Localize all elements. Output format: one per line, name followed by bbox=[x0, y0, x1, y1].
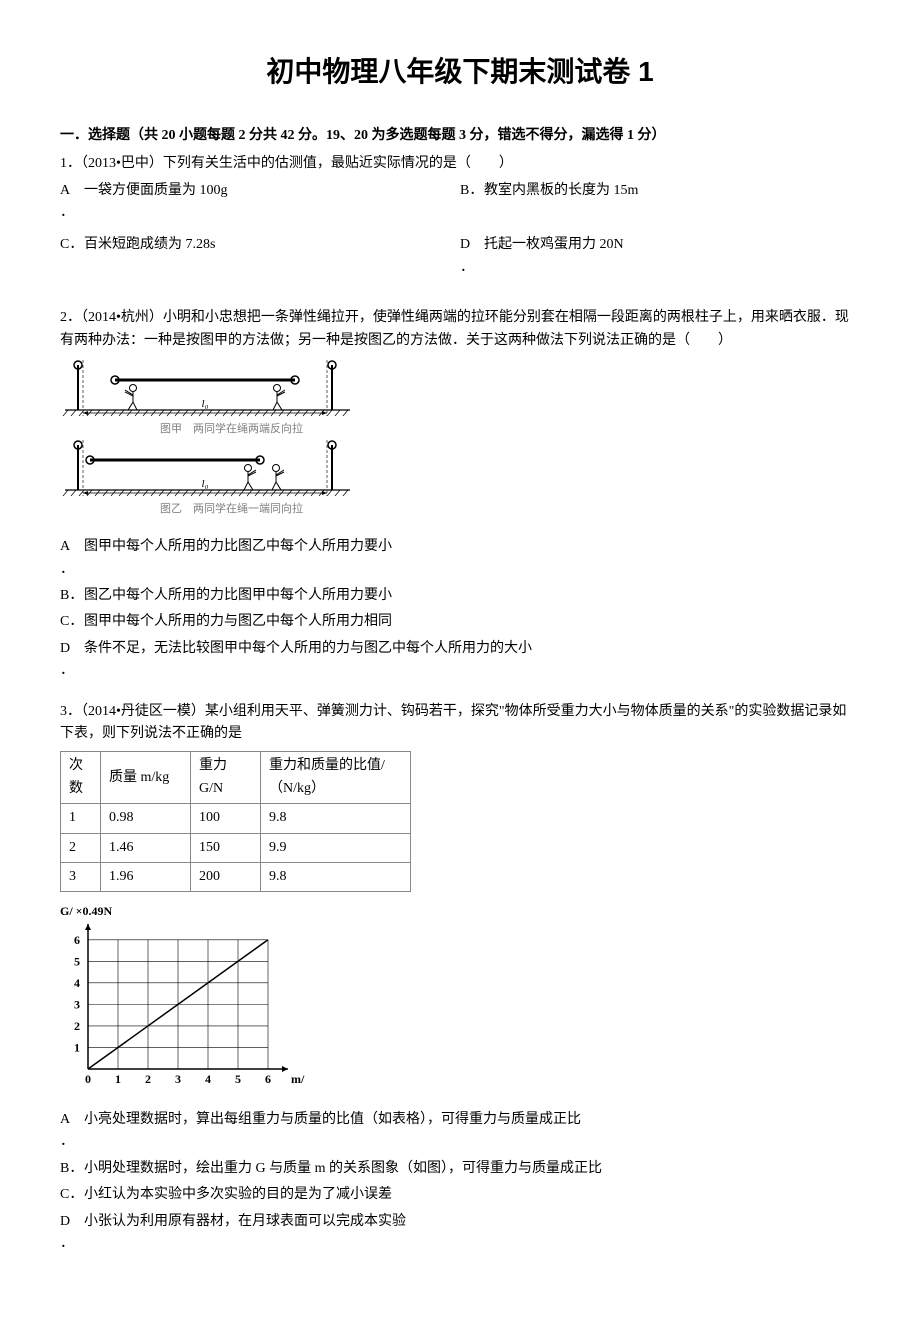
opt-label: B． bbox=[460, 180, 484, 225]
q1-opt-b: B． 教室内黑板的长度为 15m bbox=[460, 180, 860, 225]
opt-label: D ． bbox=[60, 638, 84, 683]
opt-text: 教室内黑板的长度为 15m bbox=[484, 180, 638, 225]
opt-label: B． bbox=[60, 585, 84, 607]
svg-text:5: 5 bbox=[235, 1072, 241, 1086]
opt-label: C． bbox=[60, 234, 84, 279]
opt-text: 小亮处理数据时，算出每组重力与质量的比值（如表格），可得重力与质量成正比 bbox=[84, 1109, 581, 1154]
svg-text:5: 5 bbox=[74, 954, 80, 968]
q3-chart-block: G/ ×0.49N 0 1 2 3 4 5 6 1 2 3 4 5 6 m/×50g bbox=[60, 902, 860, 1097]
svg-text:2: 2 bbox=[145, 1072, 151, 1086]
q2-figure: l₀ 图甲 两同学在绳两端反向拉 l₀ 图乙 两同学在绳一端同向拉 bbox=[60, 358, 860, 526]
q1-opt-d: D ． 托起一枚鸡蛋用力 20N bbox=[460, 234, 860, 279]
svg-text:1: 1 bbox=[115, 1072, 121, 1086]
table-header: 次数 bbox=[61, 752, 101, 804]
section-header: 一．选择题（共 20 小题每题 2 分共 42 分。19、20 为多选题每题 3… bbox=[60, 125, 860, 147]
q2-opt-d: D ． 条件不足，无法比较图甲中每个人所用的力与图乙中每个人所用力的大小 bbox=[60, 638, 860, 683]
svg-text:图甲 两同学在绳两端反向拉: 图甲 两同学在绳两端反向拉 bbox=[160, 421, 303, 435]
table-header: 质量 m/kg bbox=[101, 752, 191, 804]
opt-label: C． bbox=[60, 1184, 84, 1206]
svg-text:3: 3 bbox=[74, 997, 80, 1011]
opt-text: 百米短跑成绩为 7.28s bbox=[84, 234, 215, 279]
q1-text: 1．（2013•巴中）下列有关生活中的估测值，最贴近实际情况的是（ ） bbox=[60, 153, 860, 175]
opt-text: 图甲中每个人所用的力比图乙中每个人所用力要小 bbox=[84, 536, 392, 581]
svg-text:0: 0 bbox=[85, 1072, 91, 1086]
q1-opt-a: A ． 一袋方便面质量为 100g bbox=[60, 180, 460, 225]
svg-text:图乙 两同学在绳一端同向拉: 图乙 两同学在绳一端同向拉 bbox=[160, 501, 303, 515]
q2-opt-c: C． 图甲中每个人所用的力与图乙中每个人所用力相同 bbox=[60, 611, 860, 633]
table-row: 21.461509.9 bbox=[61, 833, 411, 862]
svg-text:4: 4 bbox=[74, 975, 80, 989]
q2-opt-a: A ． 图甲中每个人所用的力比图乙中每个人所用力要小 bbox=[60, 536, 860, 581]
opt-text: 小张认为利用原有器材，在月球表面可以完成本实验 bbox=[84, 1211, 406, 1256]
q1-options: A ． 一袋方便面质量为 100g B． 教室内黑板的长度为 15m C． 百米… bbox=[60, 180, 860, 290]
svg-text:l₀: l₀ bbox=[202, 398, 209, 410]
question-1: 1．（2013•巴中）下列有关生活中的估测值，最贴近实际情况的是（ ） A ． … bbox=[60, 153, 860, 289]
q3-opt-b: B． 小明处理数据时，绘出重力 G 与质量 m 的关系图象（如图），可得重力与质… bbox=[60, 1158, 860, 1180]
table-row: 10.981009.8 bbox=[61, 804, 411, 833]
q3-opt-c: C． 小红认为本实验中多次实验的目的是为了减小误差 bbox=[60, 1184, 860, 1206]
question-2: 2．（2014•杭州）小明和小忠想把一条弹性绳拉开，使弹性绳两端的拉环能分别套在… bbox=[60, 307, 860, 683]
opt-text: 条件不足，无法比较图甲中每个人所用的力与图乙中每个人所用力的大小 bbox=[84, 638, 532, 683]
opt-label: C． bbox=[60, 611, 84, 633]
q3-text: 3．（2014•丹徒区一模）某小组利用天平、弹簧测力计、钩码若干，探究"物体所受… bbox=[60, 701, 860, 746]
svg-text:m/×50g: m/×50g bbox=[291, 1072, 305, 1086]
q3-chart-ylabel: G/ ×0.49N bbox=[60, 902, 860, 921]
question-3: 3．（2014•丹徒区一模）某小组利用天平、弹簧测力计、钩码若干，探究"物体所受… bbox=[60, 701, 860, 1256]
opt-label: A ． bbox=[60, 536, 84, 581]
opt-label: A ． bbox=[60, 180, 84, 225]
q3-table: 次数质量 m/kg重力 G/N重力和质量的比值/（N/kg）10.981009.… bbox=[60, 751, 411, 892]
table-row: 31.962009.8 bbox=[61, 863, 411, 892]
svg-text:3: 3 bbox=[175, 1072, 181, 1086]
svg-text:6: 6 bbox=[74, 932, 80, 946]
page-title: 初中物理八年级下期末测试卷 1 bbox=[60, 50, 860, 95]
q3-opt-d: D ． 小张认为利用原有器材，在月球表面可以完成本实验 bbox=[60, 1211, 860, 1256]
opt-text: 图乙中每个人所用的力比图甲中每个人所用力要小 bbox=[84, 585, 392, 607]
opt-text: 小明处理数据时，绘出重力 G 与质量 m 的关系图象（如图），可得重力与质量成正… bbox=[84, 1158, 602, 1180]
table-header: 重力 G/N bbox=[191, 752, 261, 804]
q2-text: 2．（2014•杭州）小明和小忠想把一条弹性绳拉开，使弹性绳两端的拉环能分别套在… bbox=[60, 307, 860, 352]
q2-diagram: l₀ 图甲 两同学在绳两端反向拉 l₀ 图乙 两同学在绳一端同向拉 bbox=[60, 358, 380, 518]
opt-text: 托起一枚鸡蛋用力 20N bbox=[484, 234, 624, 279]
q3-options: A ． 小亮处理数据时，算出每组重力与质量的比值（如表格），可得重力与质量成正比… bbox=[60, 1109, 860, 1255]
opt-text: 图甲中每个人所用的力与图乙中每个人所用力相同 bbox=[84, 611, 392, 633]
svg-text:4: 4 bbox=[205, 1072, 211, 1086]
q3-opt-a: A ． 小亮处理数据时，算出每组重力与质量的比值（如表格），可得重力与质量成正比 bbox=[60, 1109, 860, 1154]
svg-text:2: 2 bbox=[74, 1019, 80, 1033]
svg-text:1: 1 bbox=[74, 1040, 80, 1054]
opt-label: D ． bbox=[460, 234, 484, 279]
opt-label: B． bbox=[60, 1158, 84, 1180]
q2-opt-b: B． 图乙中每个人所用的力比图甲中每个人所用力要小 bbox=[60, 585, 860, 607]
opt-label: A ． bbox=[60, 1109, 84, 1154]
q3-chart: 0 1 2 3 4 5 6 1 2 3 4 5 6 m/×50g bbox=[60, 924, 305, 1089]
opt-text: 一袋方便面质量为 100g bbox=[84, 180, 228, 225]
table-header: 重力和质量的比值/（N/kg） bbox=[261, 752, 411, 804]
svg-text:6: 6 bbox=[265, 1072, 271, 1086]
svg-text:l₀: l₀ bbox=[202, 478, 209, 490]
opt-text: 小红认为本实验中多次实验的目的是为了减小误差 bbox=[84, 1184, 392, 1206]
opt-label: D ． bbox=[60, 1211, 84, 1256]
q2-options: A ． 图甲中每个人所用的力比图乙中每个人所用力要小 B． 图乙中每个人所用的力… bbox=[60, 536, 860, 682]
q1-opt-c: C． 百米短跑成绩为 7.28s bbox=[60, 234, 460, 279]
